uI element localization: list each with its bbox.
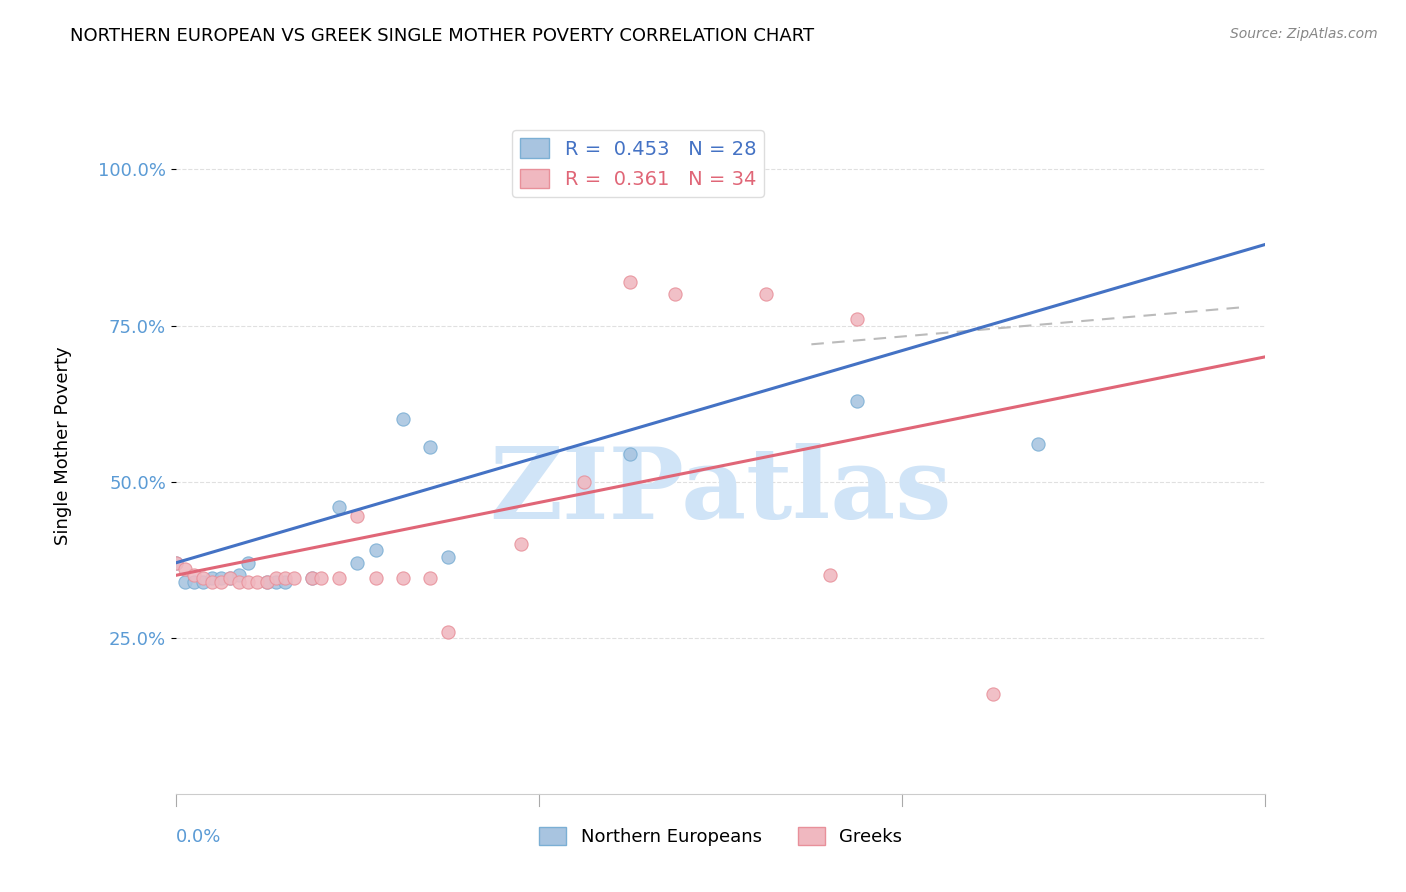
Point (222, 572, 245, 586)
Point (238, 556, 260, 570)
Point (945, 731, 967, 745)
Point (169, 562, 191, 576)
Point (201, 574, 224, 589)
Point (186, 572, 209, 586)
Point (266, 572, 288, 586)
Point (165, 556, 187, 570)
Point (256, 412, 278, 426)
Point (437, 393, 460, 408)
Point (245, 543, 267, 558)
Point (208, 572, 231, 586)
Point (179, 572, 201, 586)
Point (727, 531, 749, 545)
Point (256, 572, 278, 586)
Point (169, 574, 191, 589)
Point (637, 458, 659, 473)
Point (219, 572, 242, 586)
Point (190, 568, 212, 582)
Point (426, 568, 449, 582)
Text: Source: ZipAtlas.com: Source: ZipAtlas.com (1230, 27, 1378, 41)
Text: 0.0%: 0.0% (176, 828, 221, 847)
Point (745, 706, 768, 720)
Point (183, 574, 205, 589)
Point (194, 574, 217, 589)
Point (176, 572, 198, 586)
Point (364, 287, 387, 301)
Point (274, 549, 297, 564)
Text: ZIPatlas: ZIPatlas (489, 443, 952, 541)
Legend: Northern Europeans, Greeks: Northern Europeans, Greeks (531, 820, 910, 854)
Point (172, 574, 194, 589)
Point (204, 572, 226, 586)
Point (692, 318, 714, 333)
Point (194, 556, 217, 570)
Point (183, 572, 205, 586)
Point (346, 446, 368, 460)
Point (1218, 162, 1240, 177)
Point (179, 574, 201, 589)
Text: Single Mother Poverty: Single Mother Poverty (55, 347, 72, 545)
Point (346, 275, 368, 289)
Point (945, 462, 967, 476)
Point (172, 568, 194, 582)
Point (437, 312, 460, 326)
Point (238, 508, 260, 523)
Point (176, 574, 198, 589)
Point (219, 572, 242, 586)
Point (190, 574, 212, 589)
Point (231, 500, 253, 514)
Point (212, 572, 235, 586)
Point (745, 518, 768, 533)
Point (208, 574, 231, 589)
Point (266, 440, 288, 454)
Point (401, 287, 423, 301)
Text: NORTHERN EUROPEAN VS GREEK SINGLE MOTHER POVERTY CORRELATION CHART: NORTHERN EUROPEAN VS GREEK SINGLE MOTHER… (70, 27, 814, 45)
Point (201, 574, 224, 589)
Point (302, 537, 325, 551)
Point (197, 574, 219, 589)
Point (637, 462, 659, 476)
Point (204, 574, 226, 589)
Point (231, 572, 253, 586)
Point (328, 475, 350, 489)
Point (509, 437, 531, 451)
Point (165, 556, 187, 570)
Point (492, 687, 515, 701)
Point (245, 572, 267, 586)
Point (763, 518, 786, 533)
Point (274, 624, 297, 639)
Point (186, 572, 209, 586)
